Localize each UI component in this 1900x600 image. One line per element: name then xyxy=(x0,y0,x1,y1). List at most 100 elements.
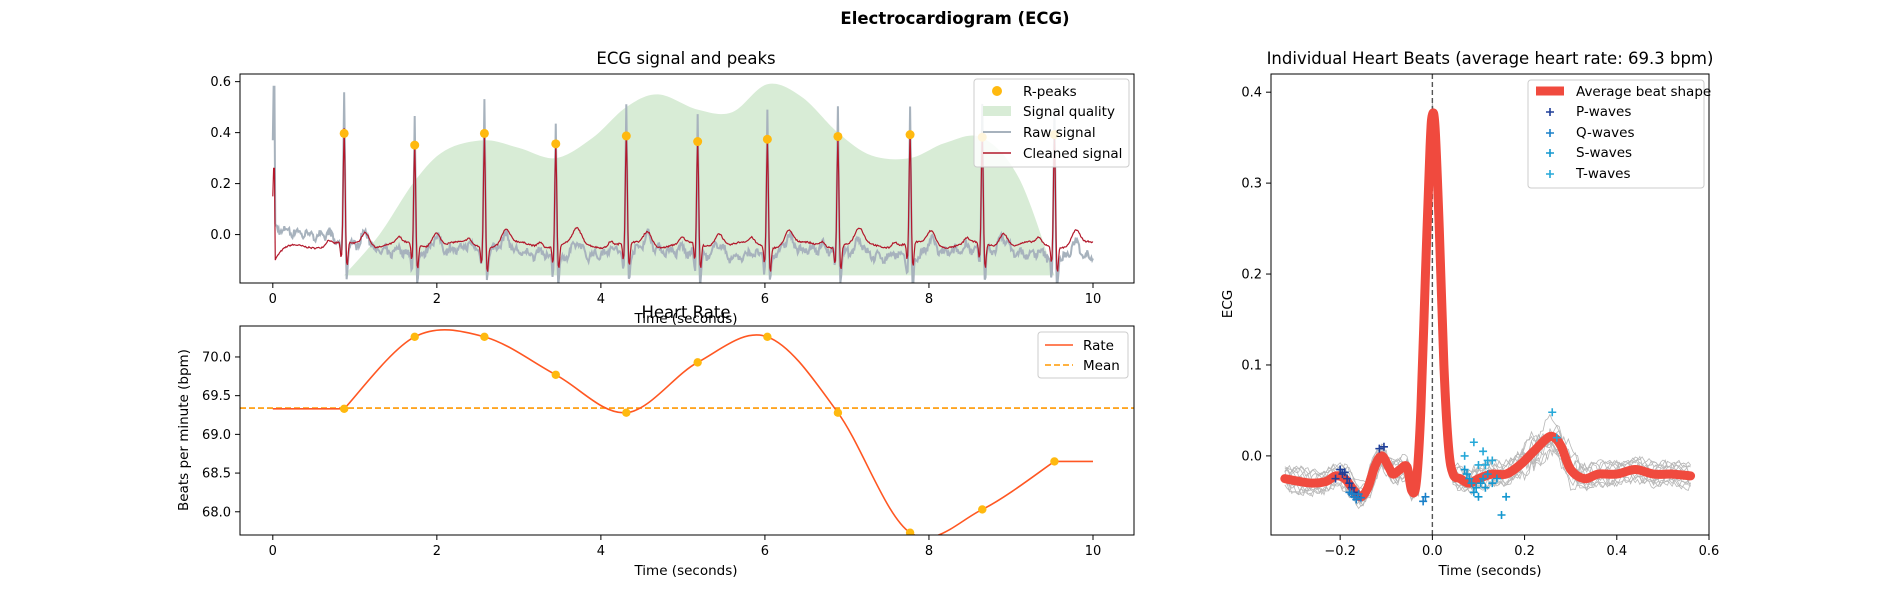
heart-beats-legend: Average beat shape P-waves Q-waves S-wav… xyxy=(1527,79,1711,189)
r-peak-point xyxy=(621,131,631,141)
q-wave-marker xyxy=(1356,493,1365,502)
rate-markers xyxy=(339,332,1059,535)
average-beat-line xyxy=(1280,108,1696,502)
s-wave-marker xyxy=(1472,483,1481,492)
s-wave-marker xyxy=(1479,474,1488,483)
x-tick-label: 4 xyxy=(597,544,605,559)
y-tick-label: 0.6 xyxy=(210,75,231,90)
x-tick-label: 10 xyxy=(1085,544,1102,559)
rate-point xyxy=(833,408,843,417)
t-wave-markers xyxy=(1460,408,1561,469)
legend-s-wave-label: S-waves xyxy=(1576,145,1632,161)
s-wave-markers xyxy=(1460,465,1511,519)
heart-beats-x-axis-label: Time (seconds) xyxy=(1437,563,1541,579)
heart-rate-x-axis-label: Time (seconds) xyxy=(633,563,737,579)
legend-raw-label: Raw signal xyxy=(1023,125,1096,141)
x-tick-label: 8 xyxy=(925,292,933,307)
x-tick-label: 0.2 xyxy=(1514,544,1535,559)
legend-quality-swatch xyxy=(983,106,1011,116)
ecg-x-axis-label: Time (seconds) xyxy=(633,311,737,327)
q-wave-legend-plus xyxy=(1546,129,1554,137)
t-wave-marker xyxy=(1552,433,1561,442)
heart-beats-y-axis-label: ECG xyxy=(1220,290,1236,318)
t-wave-marker xyxy=(1469,438,1478,447)
heart-rate-panel: Heart Rate 0 2 4 6 8 10 68.068.569.069.570.0 … xyxy=(176,303,1135,579)
y-tick-label: 69.5 xyxy=(202,389,231,404)
s-wave-marker xyxy=(1483,470,1492,479)
y-tick-label: 0.2 xyxy=(1241,268,1262,283)
heart-rate-panel-frame xyxy=(239,325,1135,536)
heart-rate-legend-box xyxy=(1037,331,1129,379)
heart-beats-x-ticks: −0.2 0.0 0.2 0.4 0.6 xyxy=(1324,535,1719,559)
x-tick-label: 2 xyxy=(433,544,441,559)
legend-p-wave-label: P-waves xyxy=(1576,104,1631,120)
t-wave-marker xyxy=(1474,460,1483,469)
s-wave-marker xyxy=(1465,474,1474,483)
legend-t-wave-marker xyxy=(1546,170,1554,178)
p-wave-legend-plus xyxy=(1546,108,1554,116)
heart-rate-x-ticks: 0 2 4 6 8 10 xyxy=(269,535,1102,559)
s-wave-marker xyxy=(1467,479,1476,488)
legend-p-wave-marker xyxy=(1546,108,1554,116)
legend-t-wave-label: T-waves xyxy=(1575,166,1631,182)
r-peak-markers xyxy=(339,128,1059,150)
legend-q-wave-marker xyxy=(1546,129,1554,137)
y-tick-label: 0.1 xyxy=(1241,358,1262,373)
ecg-legend: R-peaks Signal quality Raw signal Cleane… xyxy=(973,78,1130,168)
s-wave-marker xyxy=(1488,479,1497,488)
p-wave-marker xyxy=(1345,479,1354,488)
r-peak-point xyxy=(905,130,915,140)
rate-point xyxy=(763,332,772,342)
q-wave-marker xyxy=(1352,495,1361,504)
p-wave-marker xyxy=(1336,465,1345,474)
ecg-panel-frame xyxy=(239,73,1135,284)
ecg-x-ticks: 0 2 4 6 8 10 xyxy=(269,283,1101,307)
heart-beats-plot-area xyxy=(1280,74,1696,535)
heart-rate-plot-area xyxy=(240,329,1134,535)
x-tick-label: 4 xyxy=(597,292,605,307)
y-tick-label: 0.0 xyxy=(1241,449,1262,464)
legend-mean-label: Mean xyxy=(1083,358,1120,374)
r-peak-point xyxy=(479,128,489,138)
s-wave-marker xyxy=(1481,483,1490,492)
p-wave-marker xyxy=(1343,474,1352,483)
t-wave-legend-plus xyxy=(1546,170,1554,178)
rate-point xyxy=(480,332,489,342)
y-tick-label: 68.5 xyxy=(202,467,231,482)
y-tick-label: 0.2 xyxy=(210,177,231,192)
s-wave-marker xyxy=(1502,492,1511,501)
t-wave-marker xyxy=(1488,456,1497,465)
heart-beats-y-ticks: 0.0 0.1 0.2 0.3 0.4 xyxy=(1241,86,1271,464)
y-tick-label: 0.4 xyxy=(1241,86,1262,101)
heart-beats-legend-box xyxy=(1527,79,1705,189)
beat-trace xyxy=(1284,138,1691,493)
legend-q-wave-label: Q-waves xyxy=(1576,125,1635,141)
rate-point xyxy=(905,528,915,535)
s-wave-marker xyxy=(1474,492,1483,501)
x-tick-label: 0.4 xyxy=(1606,544,1627,559)
p-wave-marker xyxy=(1331,474,1340,483)
figure-suptitle: Electrocardiogram (ECG) xyxy=(840,9,1069,28)
x-tick-label: 0 xyxy=(269,292,277,307)
y-tick-label: 0.0 xyxy=(210,228,231,243)
heart-rate-y-axis-label: Beats per minute (bpm) xyxy=(176,349,192,511)
x-tick-label: 8 xyxy=(925,544,933,559)
legend-s-wave-marker xyxy=(1546,149,1554,157)
s-wave-marker xyxy=(1497,510,1506,519)
legend-rate-label: Rate xyxy=(1083,338,1114,354)
legend-quality-label: Signal quality xyxy=(1023,104,1115,120)
r-peak-point xyxy=(833,131,843,141)
t-wave-marker xyxy=(1548,408,1557,417)
y-tick-label: 68.0 xyxy=(202,505,231,520)
r-peak-point xyxy=(693,137,703,147)
x-tick-label: 2 xyxy=(433,292,441,307)
y-tick-label: 69.0 xyxy=(202,428,231,443)
y-tick-label: 70.0 xyxy=(202,350,231,365)
heart-rate-y-ticks: 68.0 68.5 69.0 69.5 70.0 xyxy=(202,350,240,520)
s-wave-marker xyxy=(1460,465,1469,474)
rate-point xyxy=(339,404,349,414)
x-tick-label: 0.6 xyxy=(1699,544,1720,559)
r-peak-point xyxy=(551,139,561,149)
beat-trace xyxy=(1284,147,1691,492)
